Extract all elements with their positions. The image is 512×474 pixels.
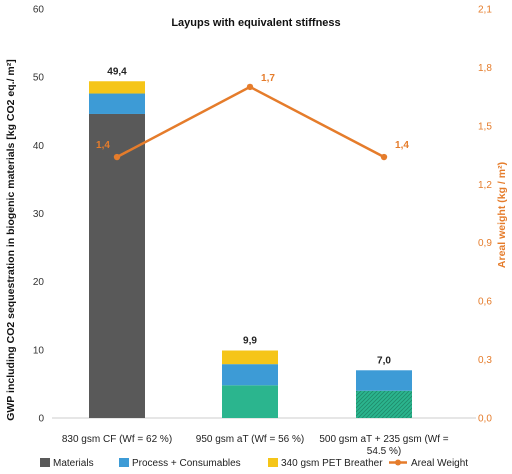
legend-swatch [268,458,278,467]
legend-label: Process + Consumables [132,458,241,469]
y2-tick-label: 1,2 [478,180,492,191]
category-label: 830 gsm CF (Wf = 62 %) [62,434,172,445]
legend-line-marker [395,459,401,466]
bar-segment [89,113,145,418]
bar-segment [222,364,278,386]
legend-label: 340 gsm PET Breather [281,458,383,469]
bar-segment [89,93,145,114]
category-label: 500 gsm aT + 235 gsm (Wf = [319,434,448,445]
category-label: 950 gsm aT (Wf = 56 %) [196,434,304,445]
y2-tick-label: 0,3 [478,355,492,366]
legend: Materials Process + Consumables 340 gsm PE… [40,458,468,469]
y-tick-label: 40 [33,141,45,152]
legend-label: Areal Weight [411,458,468,469]
y-tick-label: 10 [33,345,45,356]
areal-weight-point [380,153,388,161]
right-axis-ticks: 0,0 0,3 0,6 0,9 1,2 1,5 1,8 2,1 [478,5,492,425]
y-tick-label: 50 [33,73,45,84]
category-label: 54.5 %) [367,446,401,457]
y2-tick-label: 1,5 [478,121,492,132]
areal-weight-label: 1,4 [96,140,110,151]
chart-title: Layups with equivalent stiffness [171,17,340,29]
left-axis-ticks: 0 10 20 30 40 50 60 [33,5,45,425]
bar-segment [89,81,145,94]
y-tick-label: 30 [33,209,45,220]
bar-total-label: 49,4 [107,66,127,77]
y-tick-label: 60 [33,5,45,16]
category-labels: 830 gsm CF (Wf = 62 %) 950 gsm aT (Wf = 5… [62,434,449,457]
areal-weight-label: 1,7 [261,73,275,84]
y2-axis-label: Areal weight (kg / m²) [496,162,508,268]
legend-label: Materials [53,458,94,469]
bars: 49,4 9,9 7,0 [89,66,412,418]
y2-tick-label: 0,9 [478,238,492,249]
areal-weight-point [113,153,121,161]
y2-tick-label: 2,1 [478,5,492,16]
y-axis-label: GWP including CO2 sequestration in bioge… [5,59,17,421]
legend-swatch [119,458,129,467]
y2-tick-label: 0,0 [478,414,492,425]
legend-swatch [40,458,50,467]
y-tick-label: 0 [38,414,44,425]
bar-segment [356,370,412,391]
areal-weight-polyline [116,85,385,159]
bar-total-label: 7,0 [377,355,391,366]
bar-total-label: 9,9 [243,336,257,347]
y-tick-label: 20 [33,277,45,288]
y2-tick-label: 1,8 [478,63,492,74]
bar-segment [356,390,412,418]
areal-weight-label: 1,4 [395,140,409,151]
areal-weight-line: 1,4 1,7 1,4 [96,73,409,161]
bar-segment [222,385,278,418]
areal-weight-point [246,83,254,91]
bar-segment [222,350,278,365]
y2-tick-label: 0,6 [478,297,492,308]
